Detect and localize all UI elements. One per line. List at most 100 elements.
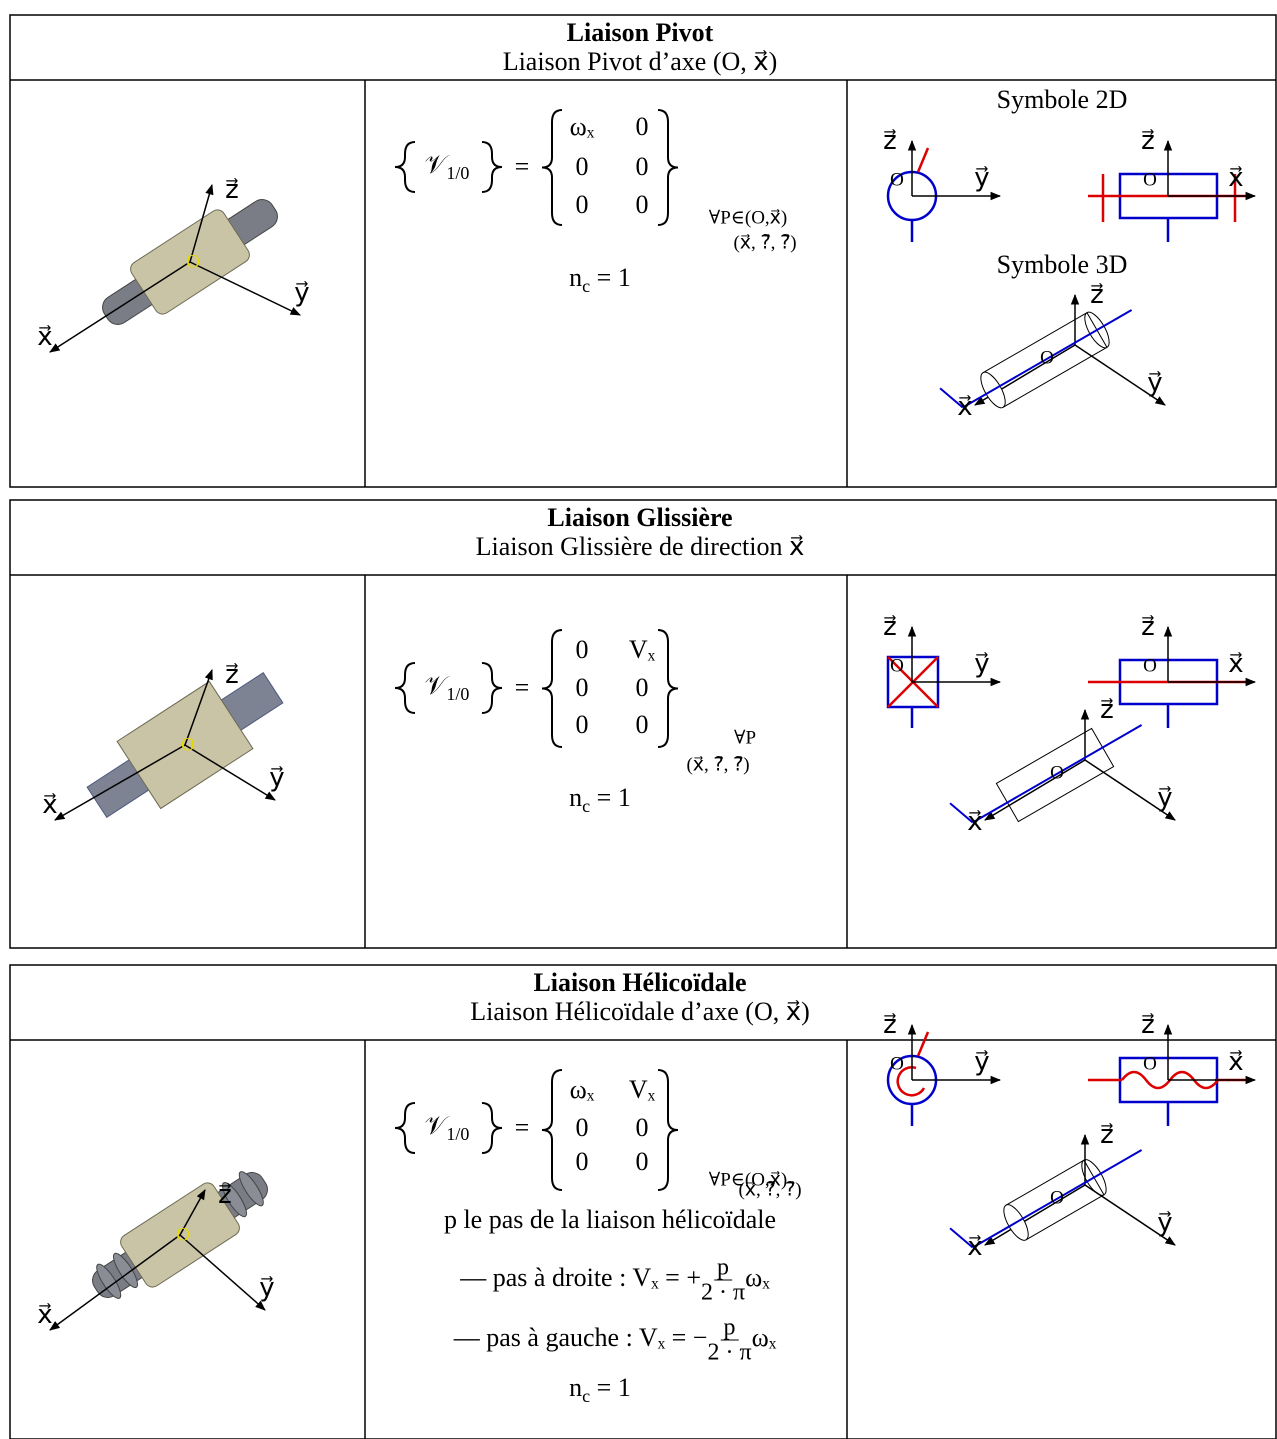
rest: = 1 <box>590 263 631 292</box>
matrix-cell: 0 <box>636 154 649 180</box>
matrix-cell: 0 <box>576 1149 589 1175</box>
tail: ωₓ <box>745 1263 770 1292</box>
axis-label: z⃗ <box>225 662 239 688</box>
brace <box>542 1070 562 1190</box>
axis-label: y⃗ <box>269 765 284 791</box>
basis-subscript: (x⃗, ?⃗, ?⃗) <box>733 234 796 253</box>
symbol: n <box>569 1373 582 1402</box>
matrix-cell: Vₓ <box>629 1077 655 1103</box>
axis-label: z⃗ <box>1100 1122 1114 1148</box>
note: p le pas de la liaison hélicoïdale <box>444 1207 776 1233</box>
relation: = <box>515 675 530 701</box>
axis-label: x⃗ <box>42 792 57 818</box>
matrix-cell: 0 <box>576 154 589 180</box>
line <box>918 148 928 172</box>
point-subscript: ∀P∈(O,x⃗) <box>709 209 787 228</box>
denominator: 2 · π <box>701 1281 745 1305</box>
torsor-symbol: 𝒱1/0 <box>425 673 470 703</box>
basis-subscript: (x⃗, ?⃗, ?⃗) <box>738 1181 801 1200</box>
axis-label: z⃗ <box>1100 697 1114 723</box>
axis-label: z⃗ <box>883 128 897 154</box>
origin-label: O <box>1143 657 1157 676</box>
axis-label: x⃗ <box>967 1234 982 1260</box>
axis-label: x⃗ <box>37 324 52 350</box>
nc: nc = 1 <box>569 1375 631 1405</box>
formula: — pas à droite : Vₓ = +p2 · πωₓ <box>460 1256 770 1305</box>
matrix-cell: 0 <box>576 712 589 738</box>
axis-label: y⃗ <box>1157 785 1172 811</box>
brace <box>658 110 678 225</box>
lead: — pas à droite : Vₓ = + <box>460 1263 701 1292</box>
section-title: Liaison Glissière <box>547 505 732 531</box>
origin-label: O <box>176 1226 190 1245</box>
origin-label: O <box>890 657 904 676</box>
axis-label: y⃗ <box>1157 1210 1172 1236</box>
brace <box>395 1103 415 1153</box>
origin-label: O <box>890 171 904 190</box>
denominator: 2 · π <box>707 1341 751 1365</box>
axis-label: y⃗ <box>294 280 309 306</box>
axis-label: z⃗ <box>225 177 239 203</box>
nc: nc = 1 <box>569 265 631 295</box>
axis-label: y⃗ <box>974 165 989 191</box>
axis-label: z⃗ <box>1141 128 1155 154</box>
brace <box>482 663 502 713</box>
brace <box>395 142 415 192</box>
section-title: Liaison Pivot <box>567 20 714 46</box>
axis-label: x⃗ <box>1228 651 1243 677</box>
section-title: Liaison Hélicoïdale <box>533 970 746 996</box>
origin-label: O <box>181 736 195 755</box>
matrix-cell: 0 <box>576 1115 589 1141</box>
axis-label: z⃗ <box>1141 1012 1155 1038</box>
axis-label: x⃗ <box>1228 165 1243 191</box>
rest: = 1 <box>590 1373 631 1402</box>
origin-label: O <box>890 1055 904 1074</box>
rest: = 1 <box>590 783 631 812</box>
tail: ωₓ <box>752 1323 777 1352</box>
torsor-symbol: 𝒱1/0 <box>425 152 470 182</box>
axis-label: z⃗ <box>1090 282 1104 308</box>
matrix-cell: 0 <box>636 1149 649 1175</box>
symbol-title: Symbole 2D <box>997 87 1128 113</box>
matrix-cell: 0 <box>636 712 649 738</box>
index: c <box>582 796 590 816</box>
brace <box>542 630 562 747</box>
symbol: n <box>569 783 582 812</box>
origin-label: O <box>1050 1189 1064 1208</box>
axis-label: z⃗ <box>883 614 897 640</box>
nc: nc = 1 <box>569 785 631 815</box>
section-subtitle: Liaison Pivot d’axe (O, x⃗) <box>503 49 778 75</box>
axis-label: z⃗ <box>883 1012 897 1038</box>
axis-label: y⃗ <box>1147 370 1162 396</box>
symbol: 𝒱 <box>425 671 447 700</box>
symbol: 𝒱 <box>425 1111 447 1140</box>
formula: — pas à gauche : Vₓ = −p2 · πωₓ <box>454 1316 776 1365</box>
axis-label: z⃗ <box>1141 614 1155 640</box>
axis-label: x⃗ <box>967 809 982 835</box>
origin-label: O <box>1040 349 1054 368</box>
symbol: 𝒱 <box>425 150 447 179</box>
relation: = <box>515 154 530 180</box>
index: 1/0 <box>446 684 469 704</box>
axis-y <box>190 262 300 315</box>
basis-subscript: (x⃗, ?⃗, ?⃗) <box>686 756 749 775</box>
axis-label: x⃗ <box>1228 1049 1243 1075</box>
matrix-cell: 0 <box>636 1115 649 1141</box>
matrix-cell: 0 <box>576 637 589 663</box>
axis-label: y⃗ <box>259 1275 274 1301</box>
axis-label: z⃗ <box>218 1182 232 1208</box>
section-subtitle: Liaison Glissière de direction x⃗ <box>476 534 805 560</box>
brace <box>482 1103 502 1153</box>
origin-label: O <box>1050 764 1064 783</box>
matrix-cell: Vₓ <box>629 637 655 663</box>
origin-label: O <box>1143 171 1157 190</box>
axis-label: y⃗ <box>974 1049 989 1075</box>
origin-label: O <box>1143 1055 1157 1074</box>
numerator: p <box>714 1256 732 1281</box>
brace <box>658 630 678 747</box>
brace <box>395 663 415 713</box>
brace <box>542 110 562 225</box>
matrix-cell: ωₓ <box>570 1077 595 1103</box>
matrix-cell: 0 <box>636 114 649 140</box>
